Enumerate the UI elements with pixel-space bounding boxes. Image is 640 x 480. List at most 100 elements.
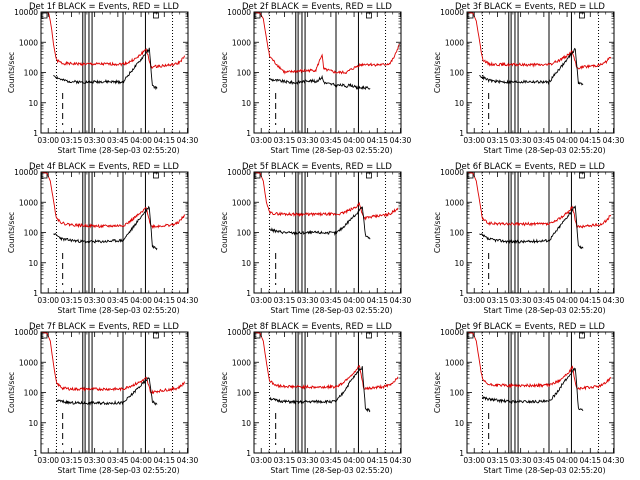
square-marker [41, 12, 48, 19]
detector-panel: Det 6f BLACK = Events, RED = LLD 1 10 100 10… [426, 160, 639, 320]
x-tick-label: 04:15 [579, 136, 601, 145]
lld-series-line [467, 172, 612, 230]
events-series-line [482, 367, 584, 412]
y-tick-label: 1000 [445, 358, 464, 367]
x-tick-label: 03:45 [533, 456, 555, 465]
square-marker [366, 332, 372, 339]
panel-title: Det 6f BLACK = Events, RED = LLD [455, 162, 605, 172]
x-tick-label: 03:00 [37, 296, 59, 305]
x-tick-label: 03:30 [510, 136, 532, 145]
y-tick-label: 1 [459, 289, 464, 298]
x-tick-label: 04:15 [366, 456, 388, 465]
detector-chart: Det 3f BLACK = Events, RED = LLD 1 10 100 10… [433, 2, 625, 155]
square-marker [467, 332, 474, 339]
y-tick-label: 10000 [14, 328, 38, 337]
y-tick-label: 10 [454, 99, 464, 108]
x-tick-label: 03:00 [250, 136, 272, 145]
x-tick-label: 04:00 [343, 456, 365, 465]
lld-series-line [467, 332, 612, 391]
x-tick-label: 04:00 [130, 296, 152, 305]
x-tick-label: 03:30 [510, 296, 532, 305]
y-tick-label: 100 [24, 229, 39, 238]
y-axis-label: Counts/sec [433, 372, 442, 413]
x-tick-label: 03:45 [533, 296, 555, 305]
square-marker [467, 12, 474, 19]
events-series-line [269, 206, 371, 240]
x-tick-label: 04:00 [130, 456, 152, 465]
panel-title: Det 7f BLACK = Events, RED = LLD [29, 322, 179, 332]
x-tick-label: 03:30 [84, 456, 106, 465]
x-tick-label: 04:00 [556, 136, 578, 145]
x-tick-label: 03:30 [510, 456, 532, 465]
y-tick-label: 1 [33, 289, 38, 298]
detector-chart: Det 2f BLACK = Events, RED = LLD 1 10 100 10… [220, 2, 412, 155]
detector-panel: Det 9f BLACK = Events, RED = LLD 1 10 100 10… [426, 320, 639, 480]
x-tick-label: 04:00 [343, 296, 365, 305]
x-tick-label: 03:45 [320, 296, 342, 305]
y-axis-label: Counts/sec [7, 372, 16, 413]
y-tick-label: 1 [459, 129, 464, 138]
panel-title: Det 2f BLACK = Events, RED = LLD [242, 2, 392, 12]
x-tick-label: 04:15 [579, 456, 601, 465]
x-tick-label: 04:15 [579, 296, 601, 305]
x-tick-label: 03:45 [107, 296, 129, 305]
square-marker [366, 12, 372, 19]
x-tick-label: 03:45 [107, 136, 129, 145]
x-tick-label: 03:15 [61, 136, 83, 145]
y-tick-label: 100 [450, 69, 465, 78]
y-tick-label: 1000 [19, 38, 38, 47]
y-axis-label: Counts/sec [7, 52, 16, 93]
y-tick-label: 10000 [440, 8, 464, 17]
square-marker [153, 12, 159, 19]
x-tick-label: 03:15 [274, 456, 296, 465]
y-tick-label: 1000 [19, 198, 38, 207]
lld-series-line [41, 12, 185, 70]
x-tick-label: 04:15 [366, 136, 388, 145]
x-axis-label: Start Time (28-Sep-03 02:55:20) [484, 306, 606, 315]
y-tick-label: 10 [28, 99, 38, 108]
detector-chart: Det 9f BLACK = Events, RED = LLD 1 10 100 10… [433, 322, 625, 475]
detector-panel: Det 2f BLACK = Events, RED = LLD 1 10 100 10… [213, 0, 426, 160]
square-marker [41, 332, 48, 339]
detector-chart: Det 8f BLACK = Events, RED = LLD 1 10 100 10… [220, 322, 412, 475]
x-tick-label: 04:00 [130, 136, 152, 145]
detector-panel: Det 4f BLACK = Events, RED = LLD 1 10 100 10… [0, 160, 213, 320]
x-tick-label: 03:00 [250, 296, 272, 305]
detector-chart: Det 1f BLACK = Events, RED = LLD 1 10 100 10… [7, 2, 199, 155]
square-marker [153, 332, 159, 339]
y-tick-label: 10000 [227, 8, 251, 17]
x-tick-label: 03:00 [463, 136, 485, 145]
y-tick-label: 10 [241, 259, 251, 268]
x-axis-label: Start Time (28-Sep-03 02:55:20) [271, 306, 393, 315]
lld-series-line [254, 12, 400, 75]
y-tick-label: 10 [241, 99, 251, 108]
x-tick-label: 03:00 [37, 136, 59, 145]
lld-series-line [41, 172, 185, 230]
y-axis-label: Counts/sec [7, 212, 16, 253]
lld-series-line [254, 172, 399, 222]
y-tick-label: 1000 [232, 358, 251, 367]
square-marker [579, 172, 585, 179]
x-tick-label: 03:15 [61, 456, 83, 465]
panel-title: Det 5f BLACK = Events, RED = LLD [242, 162, 392, 172]
x-tick-label: 04:00 [556, 296, 578, 305]
detector-chart: Det 5f BLACK = Events, RED = LLD 1 10 100 10… [220, 162, 412, 315]
x-tick-label: 03:00 [463, 456, 485, 465]
x-tick-label: 03:15 [487, 296, 509, 305]
y-tick-label: 100 [450, 389, 465, 398]
y-axis-label: Counts/sec [220, 52, 229, 93]
x-tick-label: 03:45 [533, 136, 555, 145]
y-tick-label: 1000 [232, 38, 251, 47]
x-tick-label: 03:15 [274, 136, 296, 145]
y-tick-label: 1000 [445, 198, 464, 207]
x-axis-label: Start Time (28-Sep-03 02:55:20) [271, 466, 393, 475]
x-tick-label: 04:15 [153, 136, 175, 145]
y-tick-label: 10000 [440, 168, 464, 177]
detector-chart: Det 7f BLACK = Events, RED = LLD 1 10 100 10… [7, 322, 199, 475]
x-tick-label: 03:00 [37, 456, 59, 465]
y-tick-label: 100 [237, 69, 252, 78]
y-tick-label: 100 [450, 229, 465, 238]
x-axis-label: Start Time (28-Sep-03 02:55:20) [484, 466, 606, 475]
y-tick-label: 10 [28, 259, 38, 268]
